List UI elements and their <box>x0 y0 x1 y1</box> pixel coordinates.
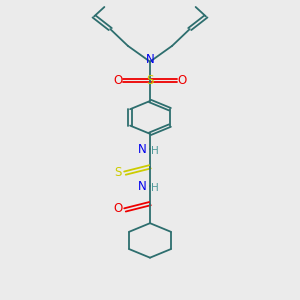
Text: S: S <box>146 74 154 87</box>
Text: S: S <box>114 166 121 178</box>
Text: N: N <box>146 53 154 66</box>
Text: O: O <box>178 74 187 87</box>
Text: O: O <box>113 74 122 87</box>
Text: O: O <box>113 202 122 215</box>
Text: N: N <box>138 180 146 193</box>
Text: H: H <box>152 183 159 193</box>
Text: H: H <box>152 146 159 157</box>
Text: N: N <box>138 143 146 157</box>
